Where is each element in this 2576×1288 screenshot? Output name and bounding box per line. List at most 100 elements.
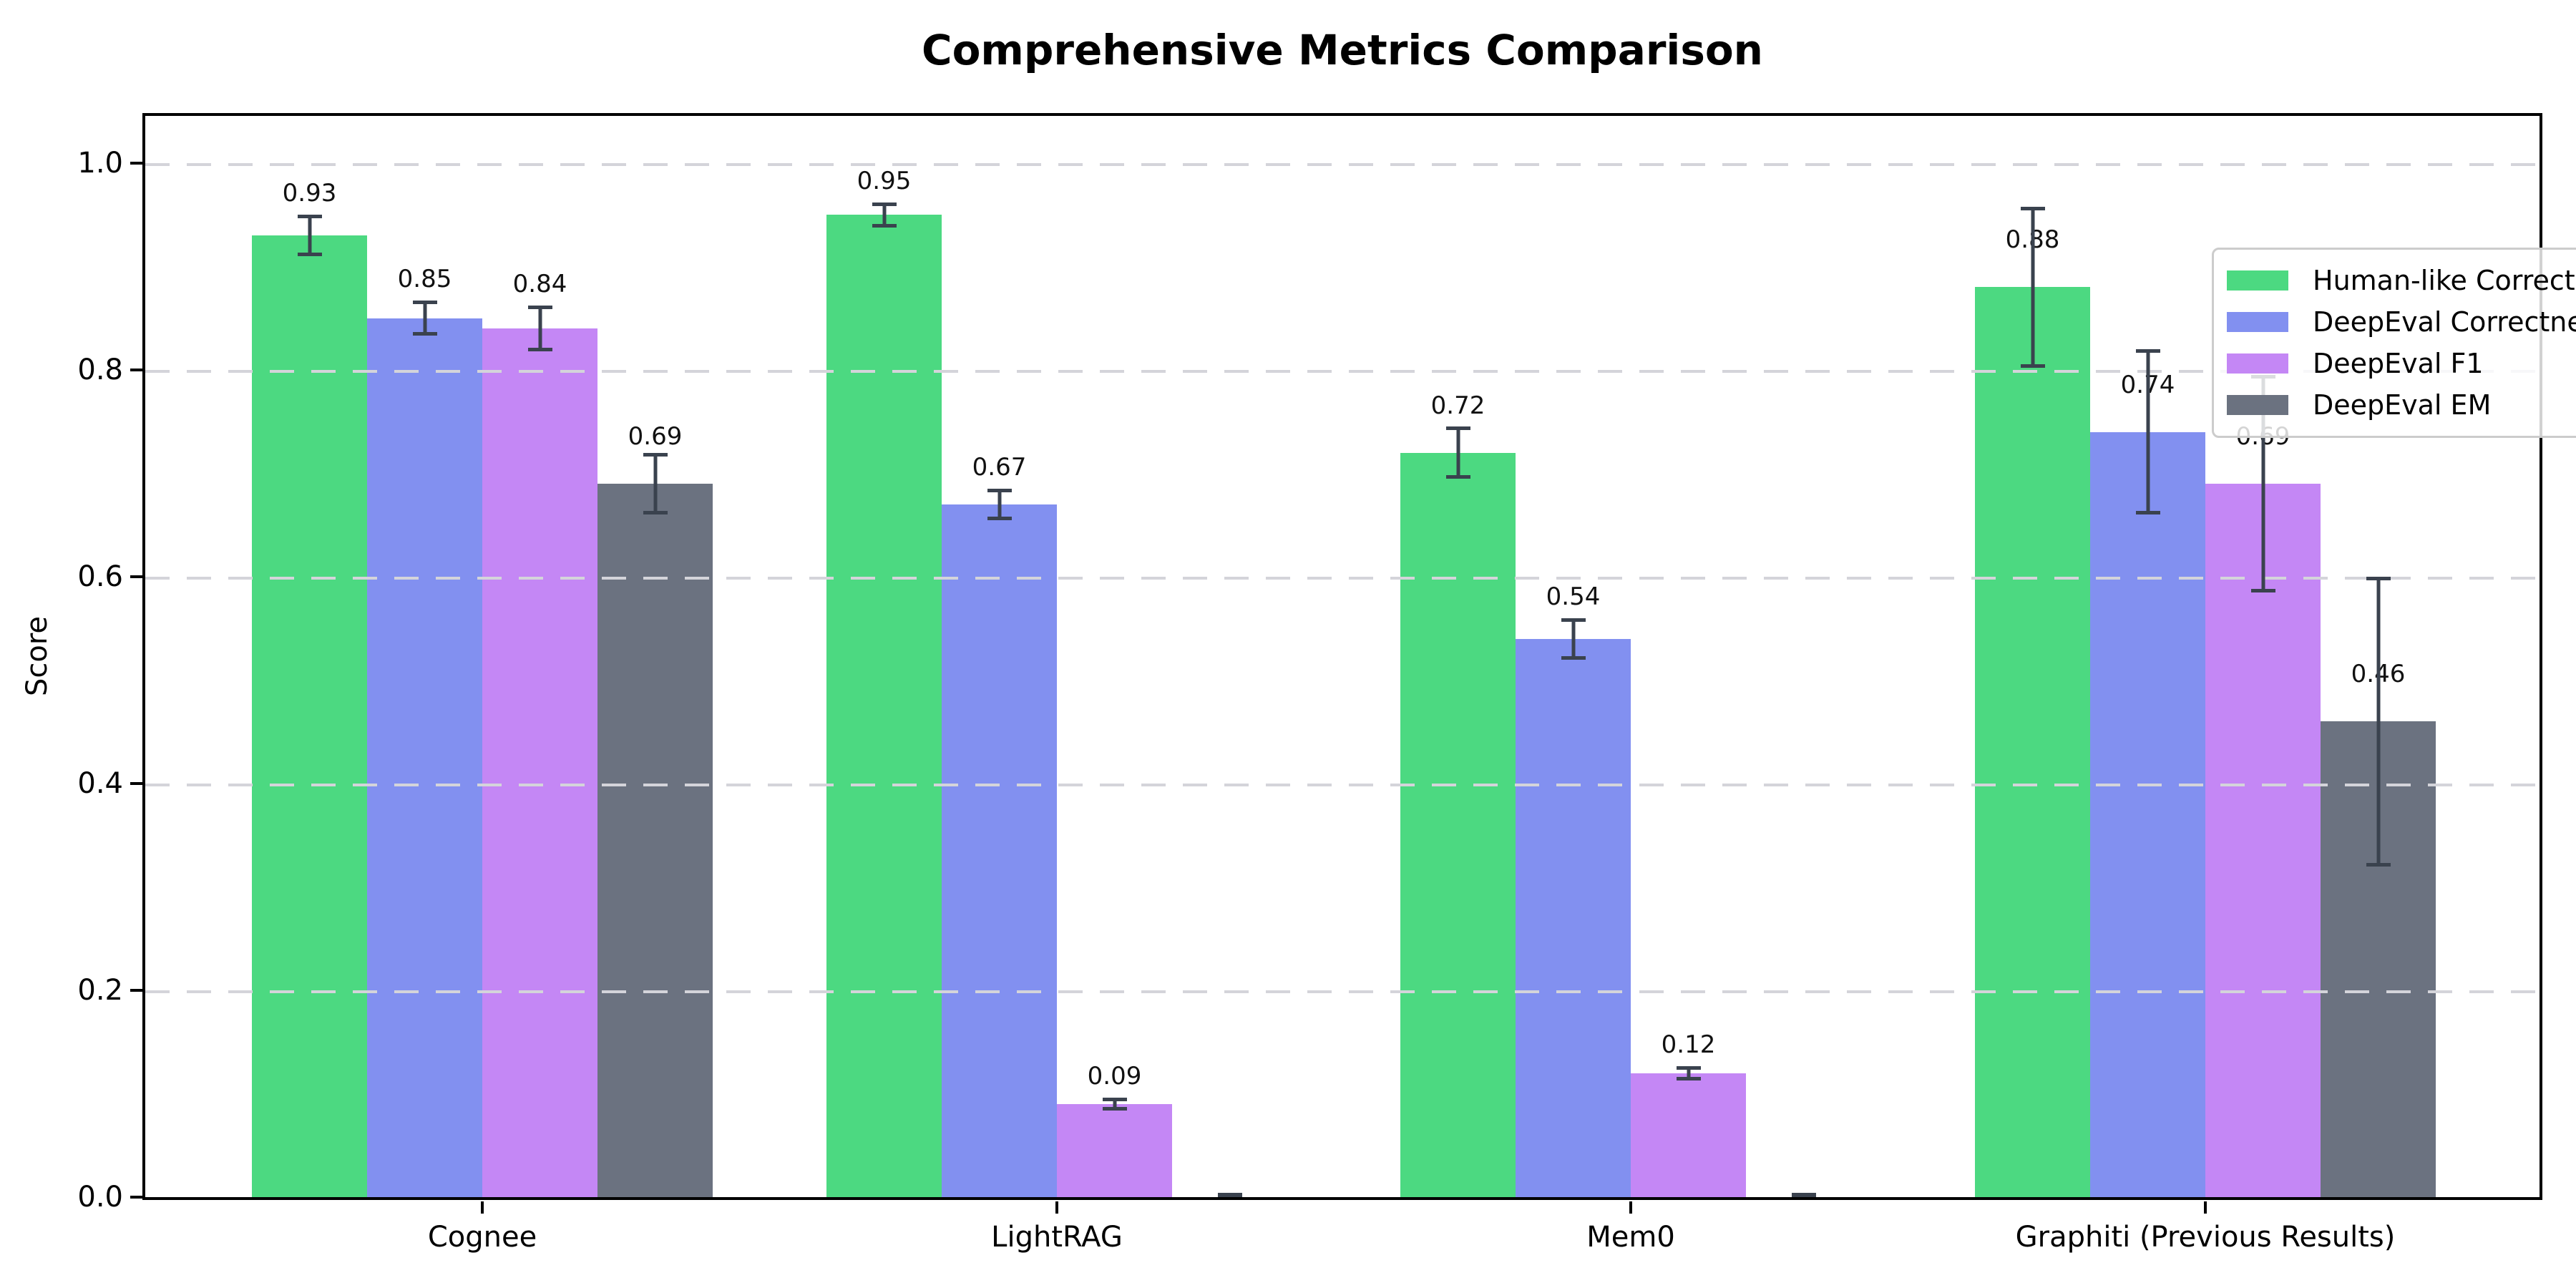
y-axis-label: Score <box>21 615 54 697</box>
bar-value-label: 0.12 <box>1661 1030 1716 1059</box>
bar <box>1631 1073 1746 1197</box>
bar <box>942 504 1057 1197</box>
legend-label: DeepEval Correctness <box>2313 306 2576 338</box>
error-bar <box>872 202 897 228</box>
error-bar-cap-bottom <box>1217 1194 1242 1197</box>
error-bar <box>2020 206 2045 369</box>
error-bar <box>412 301 437 336</box>
error-bar <box>1561 618 1586 660</box>
bar-value-label: 0.67 <box>972 453 1027 482</box>
error-bar-line <box>997 489 1001 520</box>
error-bar-cap-bottom <box>643 511 668 515</box>
y-tick <box>130 162 142 165</box>
error-bar-cap-bottom <box>412 332 437 336</box>
bar-value-label: 0.85 <box>397 265 452 294</box>
bar-value-label: 0.95 <box>857 166 912 195</box>
error-bar-line <box>1456 426 1460 479</box>
y-tick-label: 0.6 <box>77 560 123 593</box>
error-bar-cap-bottom <box>1102 1106 1127 1111</box>
error-bar-cap-top <box>1445 426 1470 431</box>
x-tick <box>1629 1201 1632 1214</box>
error-bar-cap-top <box>297 215 322 219</box>
y-tick-label: 0.2 <box>77 974 123 1007</box>
bar <box>1516 638 1631 1197</box>
error-bar-cap-bottom <box>1561 655 1586 660</box>
legend-label: DeepEval EM <box>2313 389 2492 421</box>
error-bar-line <box>1113 1098 1116 1111</box>
error-bar-line <box>1571 618 1575 660</box>
y-tick <box>130 1196 142 1199</box>
y-tick-label: 1.0 <box>77 147 123 180</box>
legend-swatch <box>2227 270 2288 291</box>
x-tick <box>1055 1201 1058 1214</box>
error-bar-cap-top <box>872 202 897 206</box>
x-tick-label: LightRAG <box>991 1221 1123 1254</box>
error-bar-line <box>2261 375 2265 592</box>
legend: Human-like Correctness DeepEval Correctne… <box>2212 248 2576 438</box>
y-tick-label: 0.0 <box>77 1181 123 1214</box>
y-tick <box>130 782 142 785</box>
error-bar-cap-top <box>2020 206 2045 210</box>
error-bar-cap-bottom <box>2135 511 2160 515</box>
bar <box>1057 1103 1172 1197</box>
legend-items: Human-like Correctness DeepEval Correctne… <box>2227 260 2576 426</box>
legend-swatch <box>2227 353 2288 374</box>
error-bar-line <box>1687 1065 1690 1080</box>
bar <box>2205 483 2321 1197</box>
error-bar <box>987 489 1012 520</box>
bar-value-label: 0.54 <box>1546 582 1601 611</box>
x-tick-label: Cognee <box>427 1221 537 1254</box>
gridline <box>145 990 2540 993</box>
plot-area: 0.93 0.85 0.84 0.69 0.95 0.67 0.09 0.72 0.54 0.12… <box>142 113 2576 1200</box>
error-bar-cap-bottom <box>1445 474 1470 479</box>
error-bar-cap-top <box>1676 1065 1701 1070</box>
error-bar <box>643 452 668 515</box>
error-bar-cap-bottom <box>2250 588 2275 592</box>
legend-label: Human-like Correctness <box>2313 265 2576 296</box>
bar <box>1975 287 2090 1197</box>
x-tick <box>481 1201 484 1214</box>
error-bar <box>1676 1065 1701 1080</box>
error-bar-cap-top <box>643 452 668 457</box>
bar <box>1400 452 1516 1197</box>
error-bar-cap-bottom <box>2366 862 2391 867</box>
error-bar-line <box>2376 577 2380 867</box>
error-bar-line <box>653 452 657 515</box>
error-bar-line <box>2146 349 2150 515</box>
error-bar <box>2366 577 2391 867</box>
error-bar <box>1217 1193 1242 1197</box>
error-bar-cap-bottom <box>1791 1194 1816 1197</box>
error-bar-cap-bottom <box>987 516 1012 520</box>
legend-swatch <box>2227 395 2288 415</box>
bar <box>367 318 482 1197</box>
error-bar-cap-bottom <box>527 348 552 351</box>
gridline <box>145 577 2540 580</box>
error-bar-line <box>308 215 311 257</box>
error-bar-cap-top <box>527 306 552 310</box>
gridline <box>145 784 2540 786</box>
chart-title: Comprehensive Metrics Comparison <box>922 26 1763 74</box>
bar <box>252 235 367 1197</box>
error-bar-cap-top <box>412 301 437 305</box>
x-tick <box>2204 1201 2207 1214</box>
error-bar-cap-bottom <box>297 253 322 257</box>
gridline <box>145 370 2540 373</box>
bar-value-label: 0.09 <box>1087 1062 1142 1091</box>
error-bar-cap-top <box>987 489 1012 493</box>
bar-value-label: 0.69 <box>628 421 683 451</box>
error-bar <box>297 215 322 257</box>
bar <box>826 215 942 1197</box>
bar <box>597 483 713 1197</box>
gridline <box>145 163 2540 166</box>
error-bar-cap-top <box>1561 618 1586 622</box>
legend-item: DeepEval EM <box>2227 384 2576 426</box>
error-bar-cap-top <box>2366 577 2391 581</box>
legend-label: DeepEval F1 <box>2313 348 2484 379</box>
error-bar <box>1102 1098 1127 1111</box>
x-tick-label: Mem0 <box>1586 1221 1675 1254</box>
bar-value-label: 0.72 <box>1430 391 1485 420</box>
bar-value-label: 0.84 <box>512 270 567 299</box>
error-bar-line <box>882 202 886 228</box>
error-bar-cap-top <box>2135 349 2160 353</box>
